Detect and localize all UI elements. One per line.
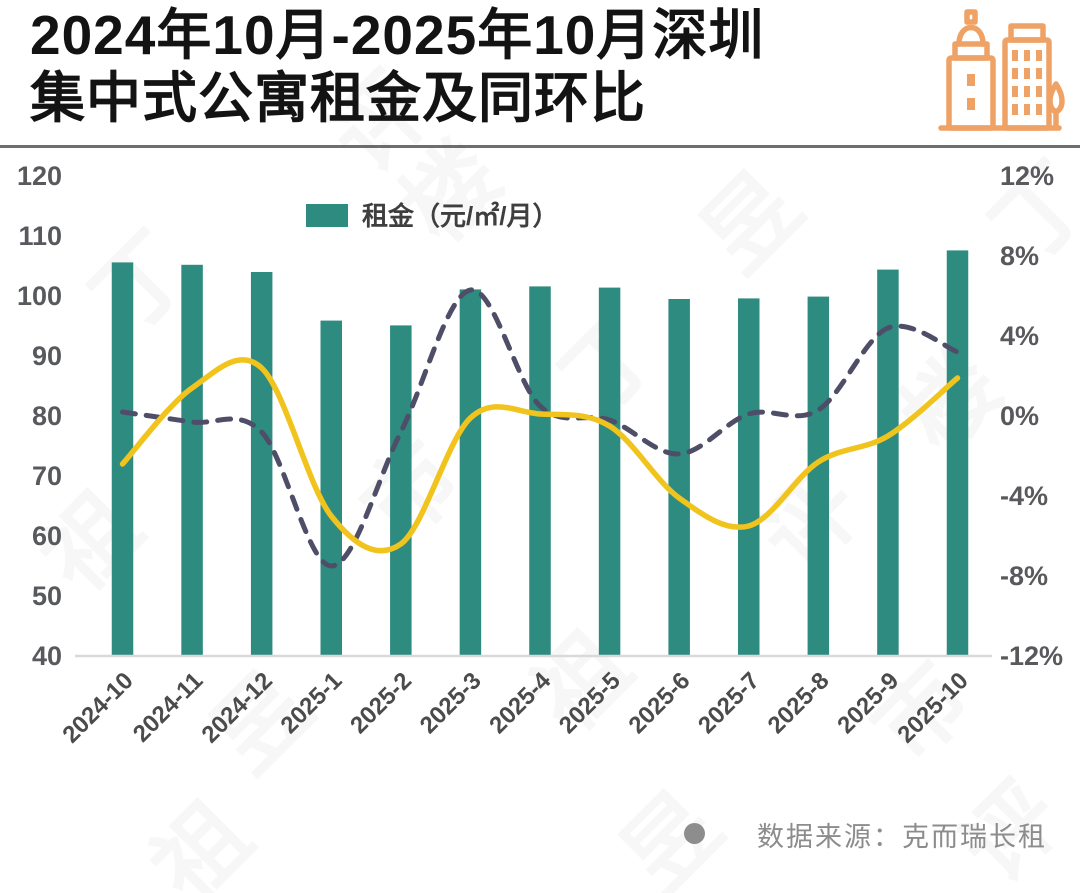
x-axis-label: 2024-12: [197, 667, 278, 748]
left-axis-tick: 70: [32, 461, 62, 491]
source-bullet-icon: [684, 823, 705, 844]
bar-2025-9: [877, 269, 899, 656]
x-axis: 2024-102024-112024-122025-12025-22025-32…: [57, 667, 973, 749]
chart-area: 120 110 100 90 80 70 60 50 40 12% 8% 4% 0% -4% -8% -12…: [0, 150, 1080, 775]
bar-2025-5: [598, 287, 621, 656]
page-title-line1: 2024年10月-2025年10月深圳: [30, 4, 765, 66]
left-axis-tick: 80: [32, 401, 62, 431]
bar-2025-4: [529, 286, 551, 656]
right-axis-tick: 12%: [1000, 161, 1054, 191]
bar-2024-10: [111, 262, 134, 656]
y-axis-right: 12% 8% 4% 0% -4% -8% -12%: [1000, 161, 1063, 671]
left-axis-tick: 100: [17, 281, 62, 311]
buildings-icon: [933, 4, 1067, 138]
x-axis-label: 2025-3: [415, 667, 487, 739]
bars-group: [111, 250, 969, 656]
bar-2024-11: [181, 264, 203, 656]
page-title-line2: 集中式公寓租金及同环比: [30, 66, 647, 129]
left-axis-tick: 110: [18, 221, 62, 251]
left-axis-tick: 120: [17, 161, 62, 191]
x-axis-label: 2025-2: [345, 667, 417, 739]
right-axis-tick: -12%: [1000, 641, 1063, 671]
right-axis-tick: 8%: [1000, 241, 1039, 271]
legend-rent-label: 租金（元/㎡/月）: [362, 201, 558, 231]
x-axis-label: 2025-1: [276, 667, 348, 739]
x-axis-label: 2024-11: [128, 667, 208, 747]
left-axis-tick: 50: [32, 581, 62, 611]
right-axis-tick: -4%: [1000, 481, 1048, 511]
bar-2025-2: [390, 325, 412, 656]
right-axis-tick: 0%: [1000, 401, 1039, 431]
bar-2024-12: [250, 272, 273, 656]
y-axis-left: 120 110 100 90 80 70 60 50 40: [17, 161, 62, 671]
source-text: 数据来源：克而瑞长租: [757, 822, 1047, 852]
left-axis-tick: 90: [32, 341, 62, 371]
x-axis-label: 2025-10: [892, 667, 973, 748]
watermark: 昱: [586, 757, 745, 893]
left-axis-tick: 40: [32, 641, 62, 671]
building-windows: [967, 50, 1042, 115]
yoy-solid-line: [119, 357, 961, 554]
header: 2024年10月-2025年10月深圳 集中式公寓租金及同环比: [0, 0, 1080, 148]
mom-dashed-line: [120, 287, 960, 569]
x-axis-label: 2025-7: [693, 667, 765, 739]
bar-2025-7: [737, 298, 760, 656]
header-divider: [0, 145, 1080, 148]
bar-2025-1: [320, 320, 342, 656]
left-axis-tick: 60: [32, 521, 62, 551]
lines-group: [119, 287, 961, 569]
bar-2025-10: [946, 250, 969, 656]
page-title: 2024年10月-2025年10月深圳 集中式公寓租金及同环比: [30, 4, 764, 129]
x-axis-label: 2025-4: [484, 667, 556, 739]
x-axis-label: 2024-10: [57, 667, 138, 748]
legend-rent-swatch: [306, 204, 348, 227]
right-axis-tick: -8%: [1000, 561, 1048, 591]
watermark: 祖: [116, 767, 275, 893]
bar-2025-3: [459, 289, 482, 656]
chart-canvas: 120 110 100 90 80 70 60 50 40 12% 8% 4% 0% -4% -8% -12…: [17, 161, 1063, 749]
x-axis-label: 2025-8: [763, 667, 835, 739]
x-axis-label: 2025-5: [554, 667, 626, 739]
bar-2025-6: [668, 299, 690, 656]
x-axis-label: 2025-6: [623, 667, 695, 739]
right-axis-tick: 4%: [1000, 321, 1039, 351]
legend: 租金（元/㎡/月）: [306, 201, 558, 231]
bar-2025-8: [807, 296, 830, 656]
